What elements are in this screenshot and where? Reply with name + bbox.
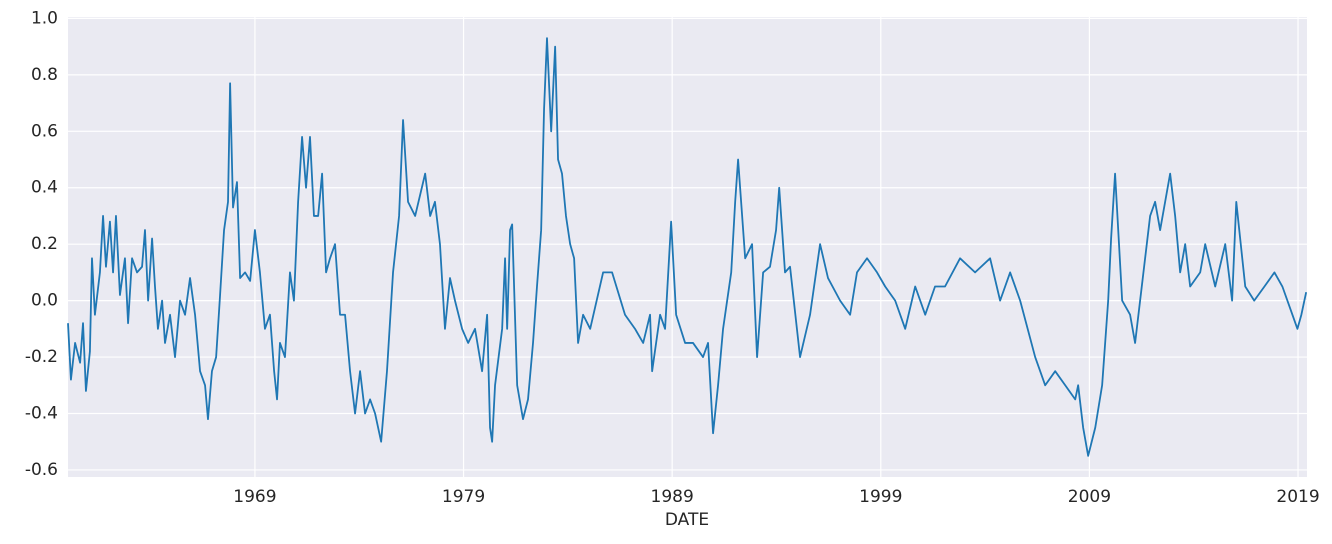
x-tick-label: 1969 bbox=[233, 487, 276, 507]
y-tick-label: 0.4 bbox=[31, 178, 58, 198]
y-tick-label: 0.8 bbox=[31, 65, 58, 85]
x-tick-label: 1979 bbox=[442, 487, 485, 507]
x-tick-label: 2019 bbox=[1276, 487, 1319, 507]
y-tick-label: 0.2 bbox=[31, 234, 58, 254]
x-tick-label: 2009 bbox=[1068, 487, 1111, 507]
x-tick-label: 1989 bbox=[651, 487, 694, 507]
x-tick-label: 1999 bbox=[859, 487, 902, 507]
y-tick-label: -0.2 bbox=[25, 347, 58, 367]
y-tick-label: 0.0 bbox=[31, 291, 58, 311]
y-tick-label: -0.6 bbox=[25, 460, 58, 480]
y-tick-label: -0.4 bbox=[25, 404, 58, 424]
y-tick-label: 0.6 bbox=[31, 121, 58, 141]
y-tick-label: 1.0 bbox=[31, 8, 58, 28]
x-axis-label: DATE bbox=[665, 510, 709, 530]
line bbox=[67, 37, 1308, 457]
